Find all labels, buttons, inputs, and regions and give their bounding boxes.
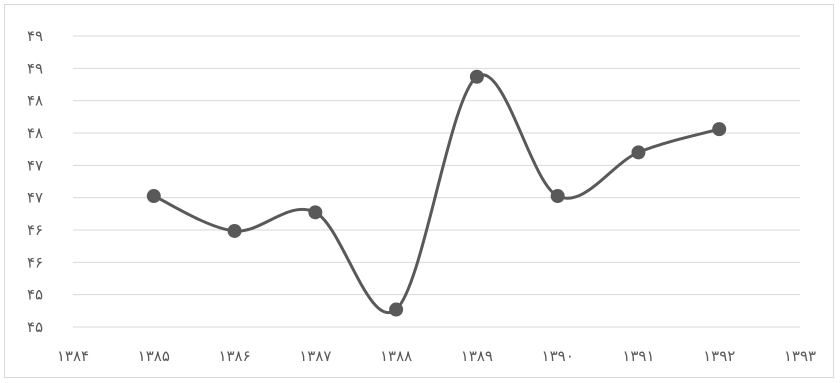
- data-point: [389, 302, 404, 317]
- y-axis-tick-labels: ۴۵ ۴۵ ۴۶ ۴۶ ۴۷ ۴۷ ۴۸ ۴۸ ۴۹ ۴۹: [27, 27, 43, 336]
- y-tick-label: ۴۹: [27, 59, 43, 77]
- x-tick-label: ۱۳۹۱: [622, 347, 654, 365]
- series-layer: [146, 69, 727, 317]
- gridlines: [73, 35, 800, 328]
- data-point: [469, 69, 484, 84]
- series-line: [152, 73, 721, 314]
- chart-frame: [4, 4, 834, 378]
- y-tick-label: ۴۷: [27, 156, 43, 174]
- x-tick-label: ۱۳۸۸: [380, 347, 412, 365]
- data-point: [308, 205, 323, 220]
- x-tick-label: ۱۳۹۳: [784, 347, 816, 365]
- y-tick-label: ۴۵: [27, 286, 43, 304]
- x-tick-label: ۱۳۹۰: [542, 347, 574, 365]
- y-tick-label: ۴۷: [27, 189, 43, 207]
- data-point: [146, 189, 161, 204]
- y-tick-label: ۴۹: [27, 27, 43, 45]
- x-axis-tick-labels: ۱۳۸۴ ۱۳۸۵ ۱۳۸۶ ۱۳۸۷ ۱۳۸۸ ۱۳۸۹ ۱۳۹۰ ۱۳۹۱ ۱۳۹۲ ۱۳۹۳: [57, 347, 816, 365]
- y-tick-label: ۴۸: [27, 124, 43, 142]
- x-tick-label: ۱۳۸۵: [138, 347, 170, 365]
- x-tick-label: ۱۳۸۴: [57, 347, 89, 365]
- data-point: [631, 145, 646, 160]
- y-tick-label: ۴۶: [27, 221, 43, 239]
- x-tick-label: ۱۳۹۲: [703, 347, 735, 365]
- data-point: [550, 189, 565, 204]
- x-tick-label: ۱۳۸۷: [299, 347, 331, 365]
- x-tick-label: ۱۳۸۹: [461, 347, 493, 365]
- data-point: [712, 122, 727, 137]
- y-tick-label: ۴۶: [27, 253, 43, 271]
- data-point: [227, 223, 242, 238]
- y-tick-label: ۴۵: [27, 318, 43, 336]
- y-tick-label: ۴۸: [27, 92, 43, 110]
- x-tick-label: ۱۳۸۶: [218, 347, 250, 365]
